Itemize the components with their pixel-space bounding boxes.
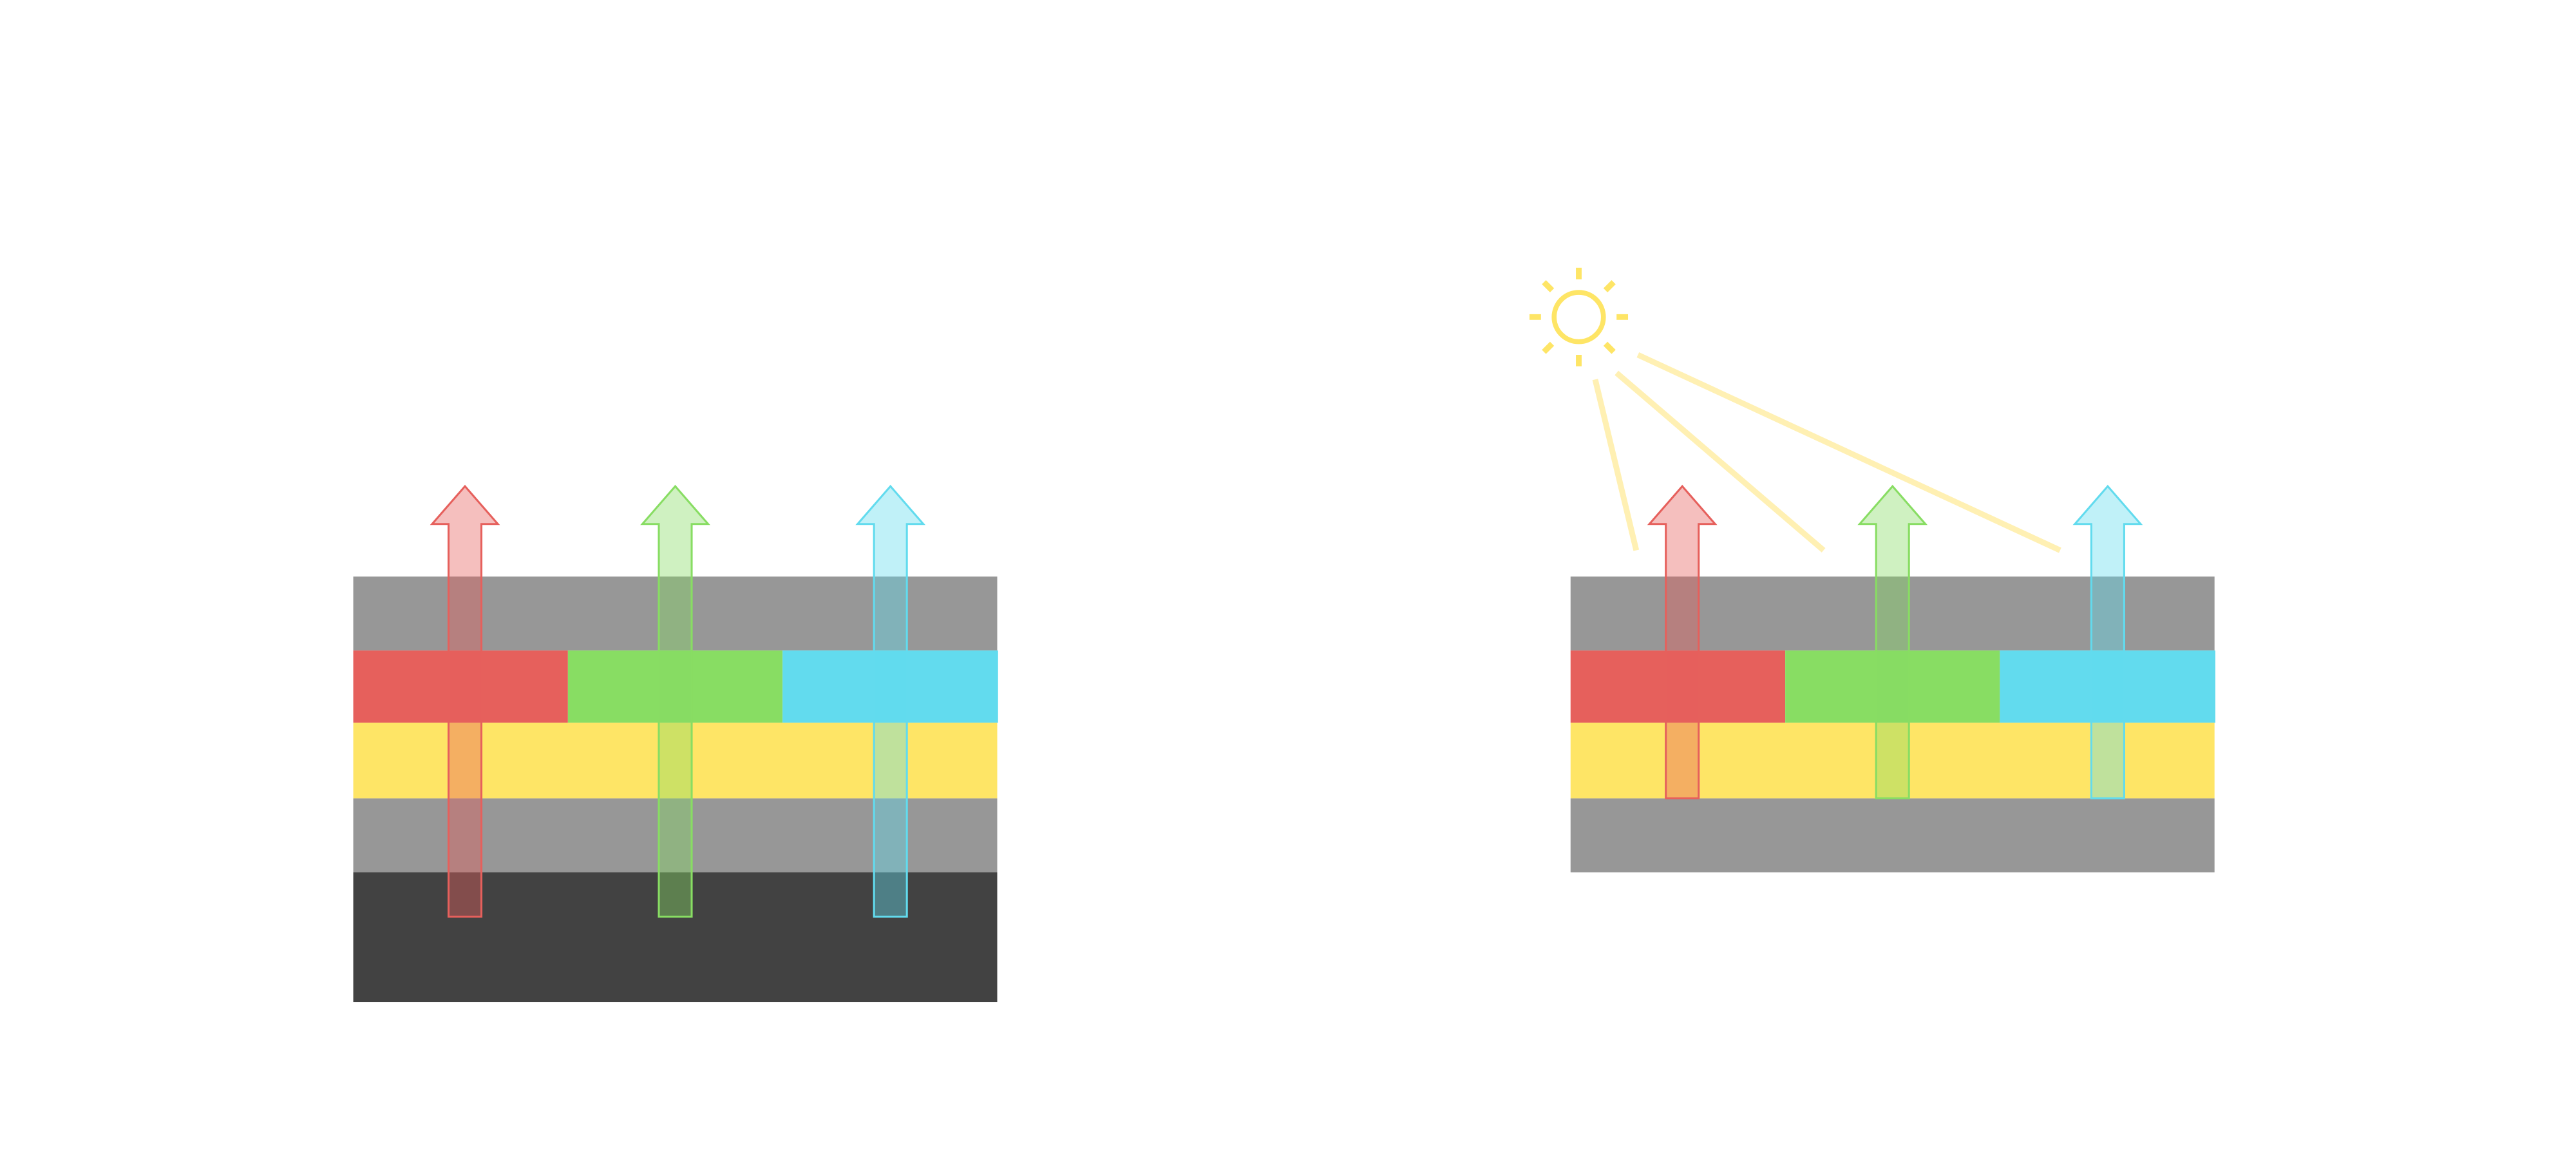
sun-icon — [1529, 267, 1629, 366]
sun-ray — [1542, 341, 1555, 354]
cyan-light-arrow — [855, 484, 926, 918]
light-ray — [1636, 352, 2061, 553]
cyan-subpixel — [2000, 650, 2215, 723]
ambient-light-rays — [1592, 352, 2061, 553]
top-gray-layer — [1570, 576, 2215, 651]
green-light-arrow — [640, 484, 710, 918]
red-light-arrow — [1647, 484, 1718, 800]
red-light-arrow — [430, 484, 500, 918]
light-ray — [1592, 379, 1640, 551]
dark-backlight-layer — [353, 872, 998, 1003]
cyan-light-arrow — [2072, 484, 2143, 800]
sun-ray — [1603, 280, 1616, 292]
yellow-layer — [353, 723, 998, 799]
yellow-layer — [1570, 723, 2215, 799]
top-gray-layer — [353, 576, 998, 651]
right-display-stack — [1570, 484, 2215, 873]
left-display-stack — [353, 484, 998, 1003]
light-ray — [1615, 370, 1826, 553]
red-subpixel — [353, 650, 568, 723]
sun-ray — [1542, 280, 1555, 292]
sun-ray — [1603, 341, 1616, 354]
cyan-subpixel — [782, 650, 998, 723]
red-subpixel — [1570, 650, 1786, 723]
green-subpixel — [1785, 650, 2000, 723]
green-subpixel — [567, 650, 783, 723]
green-light-arrow — [1857, 484, 1928, 800]
bottom-gray-layer — [353, 798, 998, 873]
bottom-gray-layer — [1570, 798, 2215, 873]
sun-disc — [1551, 290, 1606, 345]
